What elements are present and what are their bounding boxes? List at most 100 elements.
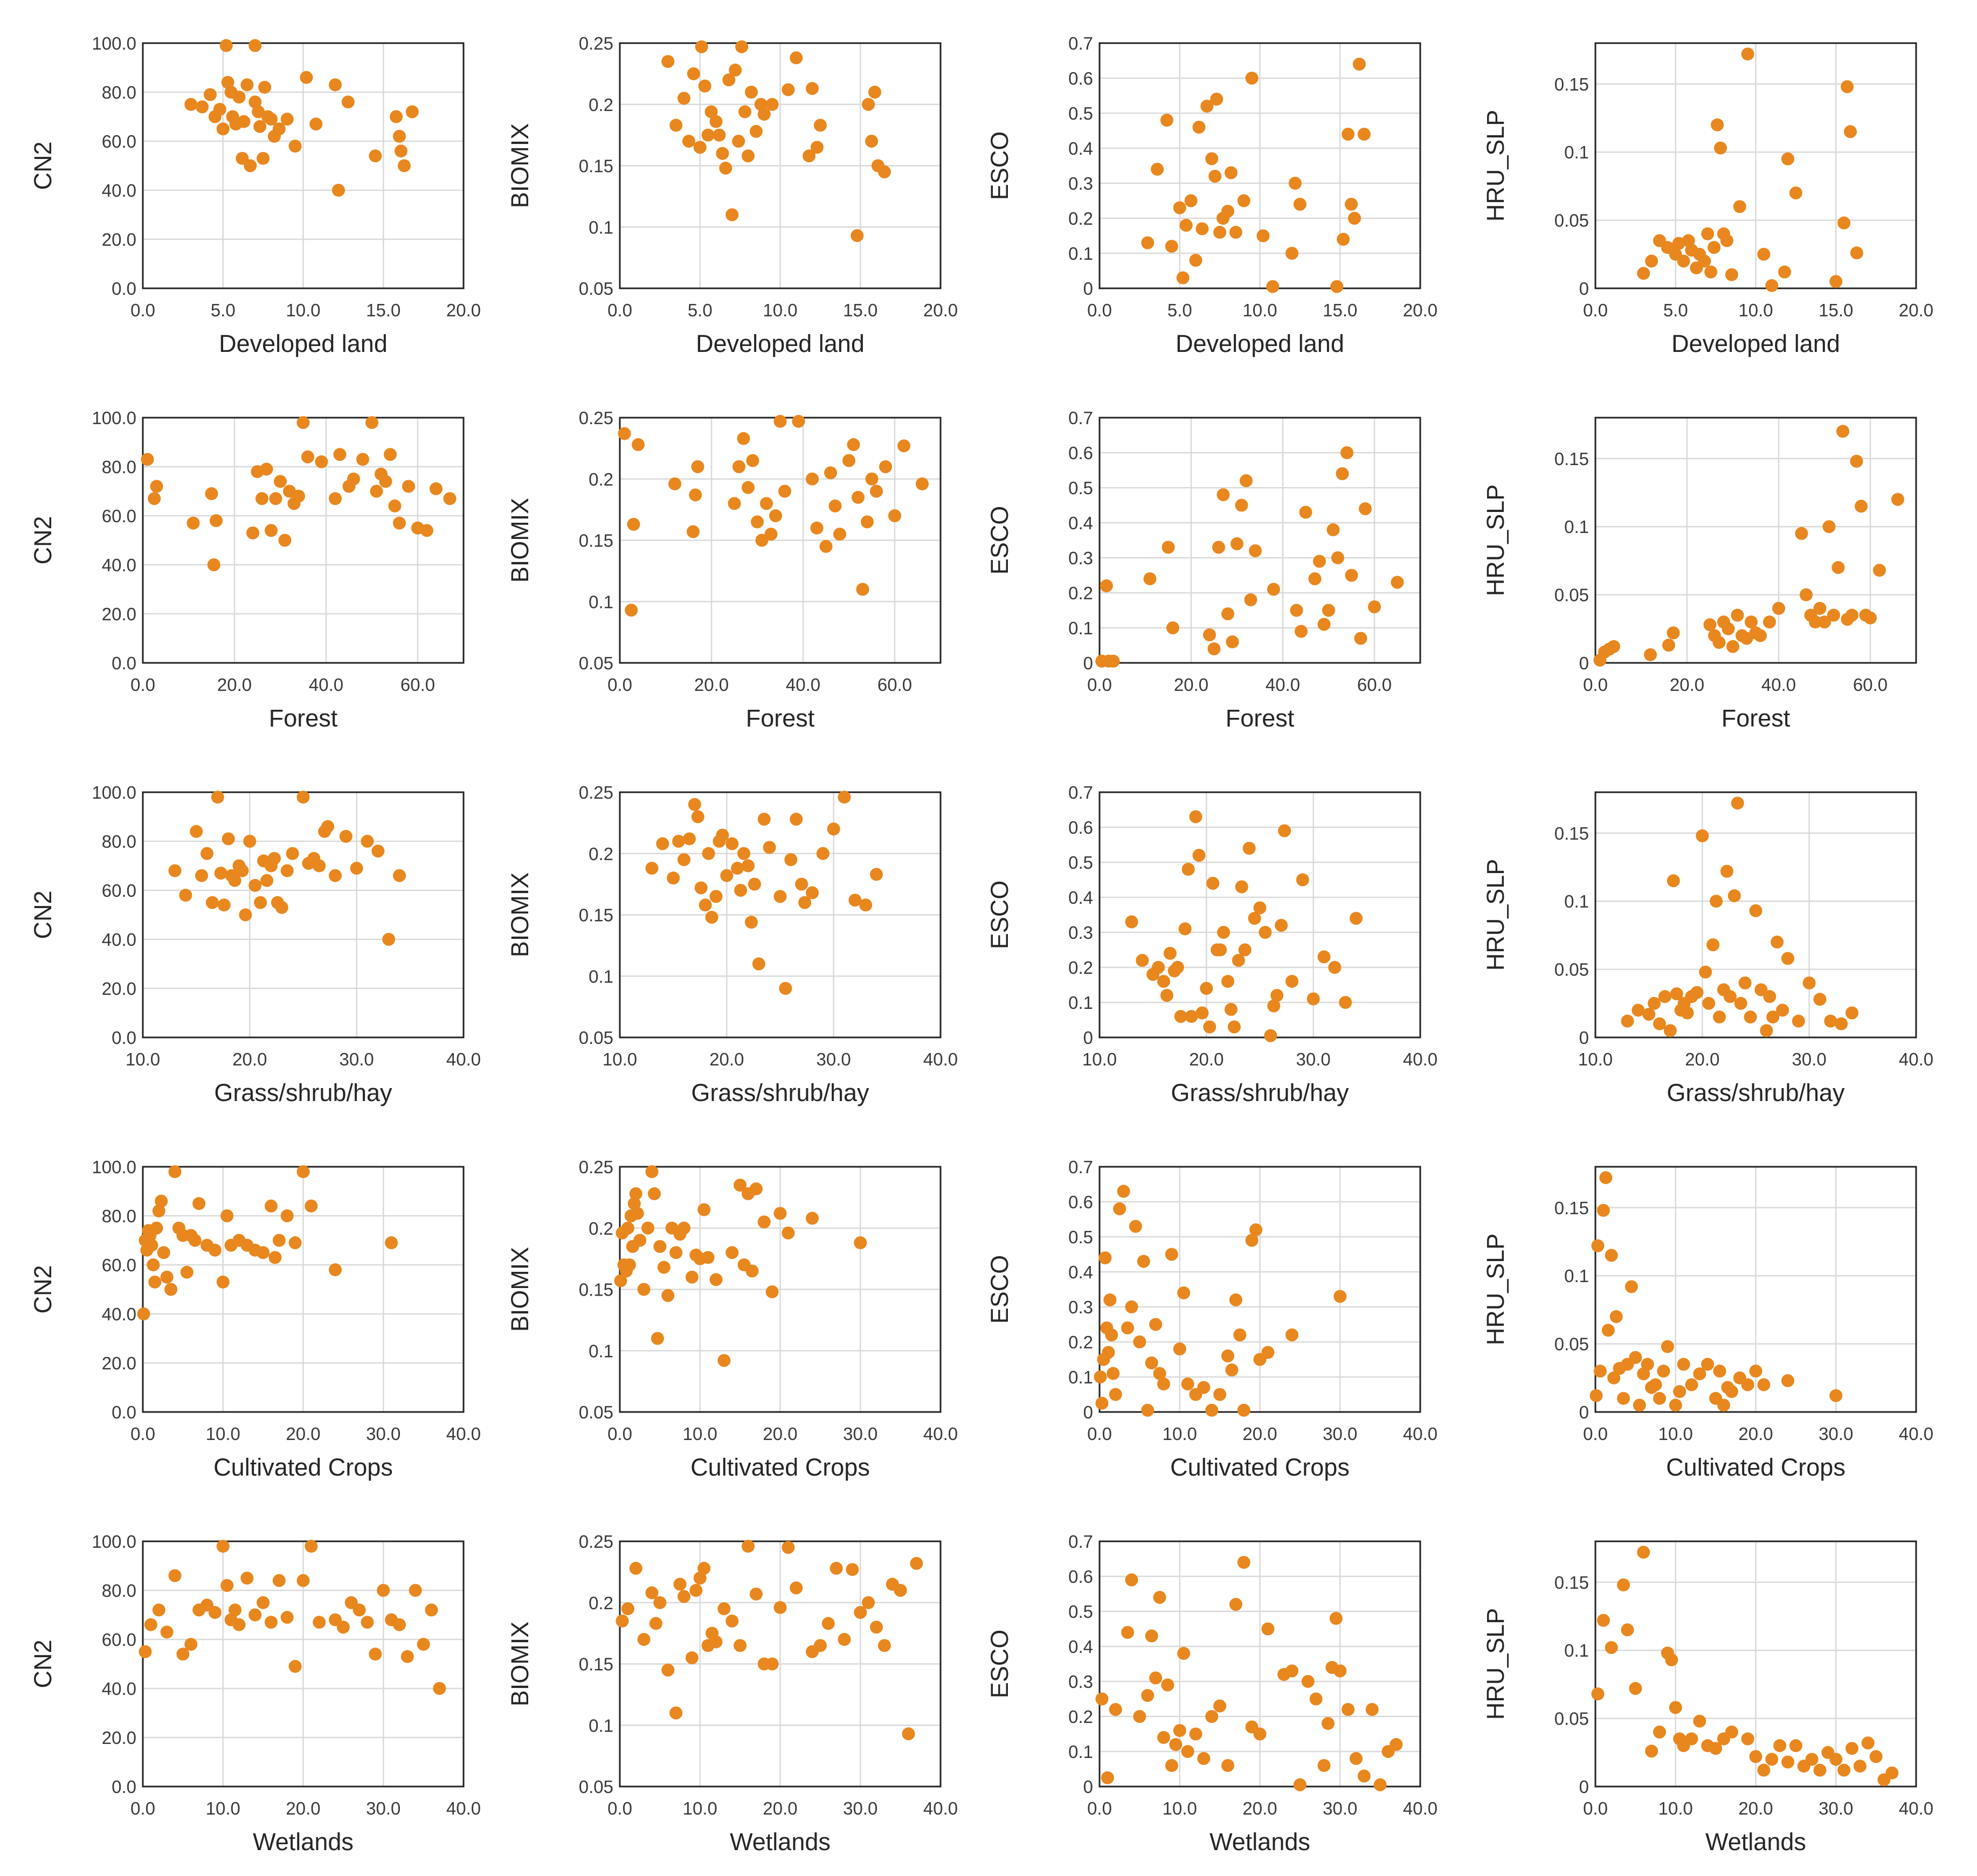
data-point	[296, 1165, 310, 1179]
data-point	[313, 1616, 326, 1629]
data-point	[668, 477, 681, 490]
data-point	[203, 88, 217, 101]
data-point	[1690, 986, 1704, 999]
x-tick-label: 0.0	[607, 1424, 632, 1444]
data-point	[693, 1572, 707, 1585]
data-point	[854, 1236, 867, 1250]
data-point	[1317, 1759, 1331, 1772]
data-point	[1727, 889, 1741, 903]
data-point	[1713, 1010, 1726, 1024]
data-point	[339, 829, 352, 843]
y-tick-label: 0.1	[1564, 142, 1589, 162]
y-tick-label: 0.2	[1068, 209, 1093, 229]
data-point	[1781, 1755, 1794, 1769]
y-tick-label: 0.15	[579, 531, 613, 551]
y-tick-label: 0	[1083, 1028, 1093, 1048]
x-axis-label: Grass/shrub/hay	[214, 1079, 392, 1106]
data-point	[292, 489, 305, 503]
data-point	[1657, 1365, 1670, 1378]
data-point	[1836, 425, 1849, 438]
data-point	[1229, 1598, 1242, 1611]
data-point	[678, 92, 690, 105]
y-tick-label: 0.5	[1068, 103, 1093, 123]
y-tick-label: 0.7	[1068, 1157, 1093, 1177]
data-point	[742, 1540, 755, 1553]
data-point	[1101, 1771, 1114, 1784]
y-tick-label: 0.1	[1068, 1367, 1093, 1387]
data-point	[220, 1209, 234, 1222]
data-point	[377, 1584, 390, 1597]
data-point	[1107, 1367, 1120, 1380]
data-point	[228, 874, 241, 887]
data-point	[253, 120, 267, 133]
x-tick-label: 40.0	[1403, 1049, 1437, 1069]
data-point	[678, 1590, 690, 1603]
data-point	[803, 149, 816, 163]
data-point	[1591, 1239, 1605, 1252]
data-point	[1237, 1556, 1250, 1569]
data-point	[1333, 1664, 1347, 1678]
data-point	[321, 820, 335, 833]
data-point	[278, 534, 292, 547]
data-point	[1757, 247, 1771, 261]
data-point	[1749, 1750, 1762, 1763]
data-point	[1667, 874, 1680, 888]
panel-3-3: 0 0.1 0.2 0.3 0.4 0.5 0.6 0.7 10.0 20.0 30.0 40.0 Gr…	[986, 783, 1437, 1106]
data-point	[1855, 500, 1868, 513]
x-tick-label: 30.0	[1323, 1424, 1357, 1444]
y-tick-label: 0.5	[1068, 1227, 1093, 1247]
data-point	[1726, 640, 1739, 653]
y-axis-label: CN2	[29, 890, 57, 939]
data-point	[1601, 1324, 1615, 1337]
y-tick-label: 60.0	[102, 881, 136, 901]
data-point	[669, 119, 683, 132]
data-point	[232, 1618, 246, 1631]
data-point	[1617, 1578, 1630, 1591]
data-point	[1589, 1389, 1603, 1402]
data-point	[1670, 987, 1683, 1001]
data-point	[1245, 1234, 1259, 1247]
data-point	[1103, 1293, 1117, 1306]
data-point	[296, 1574, 310, 1587]
data-point	[152, 1603, 165, 1617]
data-point	[275, 901, 288, 914]
x-tick-label: 15.0	[1819, 300, 1853, 320]
data-point	[244, 159, 257, 172]
data-point	[851, 229, 864, 243]
x-tick-label: 10.0	[603, 1049, 637, 1069]
data-point	[778, 484, 791, 498]
y-tick-label: 20.0	[102, 604, 136, 624]
y-tick-label: 0.5	[1068, 478, 1093, 498]
data-point	[1713, 1365, 1726, 1378]
data-point	[160, 1270, 174, 1284]
data-point	[705, 911, 718, 924]
data-point	[782, 1541, 795, 1554]
y-tick-label: 40.0	[102, 555, 136, 575]
data-point	[1301, 1675, 1315, 1688]
data-point	[1845, 608, 1858, 622]
data-point	[1778, 265, 1792, 279]
data-point	[632, 438, 645, 452]
data-point	[1299, 506, 1312, 519]
data-point	[621, 1221, 634, 1235]
y-tick-label: 0.05	[1554, 1334, 1589, 1354]
y-tick-label: 0.1	[589, 217, 613, 237]
data-point	[749, 1182, 763, 1195]
y-tick-label: 0	[1083, 653, 1093, 673]
x-tick-label: 60.0	[400, 675, 435, 695]
data-point	[1165, 1759, 1178, 1772]
data-point	[782, 1226, 795, 1240]
data-point	[1617, 1392, 1630, 1405]
panel-3-4: 0 0.05 0.1 0.15 10.0 20.0 30.0 40.0 Grass/shrub/…	[1482, 791, 1933, 1106]
data-point	[1765, 279, 1779, 292]
data-point	[1098, 1251, 1112, 1264]
data-point	[1348, 212, 1361, 225]
data-point	[877, 165, 891, 178]
data-point	[1256, 229, 1270, 243]
data-point	[1629, 1682, 1642, 1695]
data-point	[720, 869, 734, 882]
data-point	[1359, 502, 1372, 515]
data-point	[1649, 1378, 1662, 1392]
data-point	[1227, 1020, 1241, 1034]
data-point	[713, 128, 726, 142]
